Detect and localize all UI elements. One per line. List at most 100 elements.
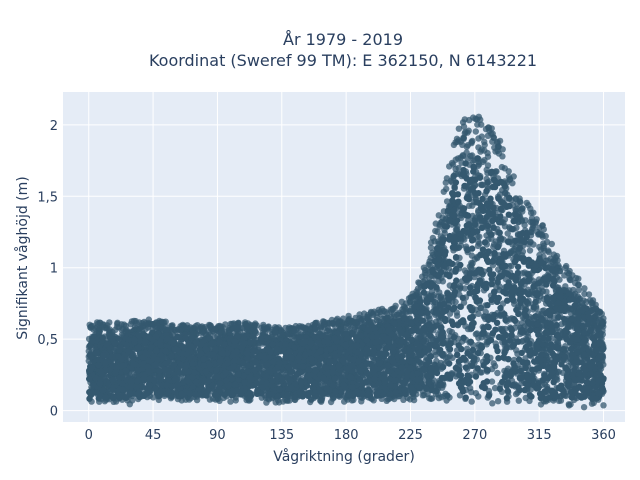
scatter-point [126,401,133,408]
scatter-point [470,168,477,175]
scatter-point [567,276,574,284]
scatter-point [485,124,493,131]
scatter-point [588,400,596,407]
scatter-point [469,260,476,267]
scatter-point [453,135,461,142]
scatter-point [589,297,597,304]
scatter-point [504,230,511,237]
scatter-point [548,240,555,248]
scatter-point [519,205,526,212]
scatter-point [227,398,234,405]
scatter-point [443,397,450,404]
scatter-points [85,113,607,411]
scatter-point [489,130,496,137]
scatter-point [494,398,502,405]
scatter-point [434,228,441,235]
scatter-point [462,128,469,136]
scatter-point [473,330,481,337]
scatter-point [419,273,426,280]
scatter-point [481,147,488,154]
scatter-point [573,274,580,282]
scatter-point [600,319,607,326]
scatter-point [490,288,498,296]
scatter-point [330,321,338,329]
scatter-point [511,210,519,218]
scatter-point [540,240,547,247]
scatter-point [455,164,462,172]
scatter-point [440,188,447,195]
scatter-point [526,247,534,254]
scatter-point [427,244,435,251]
scatter-point [407,308,414,315]
scatter-point [258,324,265,332]
scatter-point [407,294,414,301]
scatter-point [452,298,459,306]
scatter-point [216,322,224,330]
scatter-point [489,400,496,407]
scatter-point [90,326,97,333]
scatter-point [562,264,569,271]
scatter-point [581,285,588,292]
scatter-point [449,354,456,361]
scatter-point [373,317,380,324]
scatter-point [426,395,433,402]
scatter-point [99,321,107,328]
scatter-point [157,324,164,331]
scatter-point [467,338,474,345]
scatter-point [446,327,453,335]
scatter-point [514,205,521,212]
scatter-point [495,150,503,157]
scatter-point [159,318,166,326]
scatter-point [473,116,481,123]
scatter-point [475,190,482,197]
scatter-point [477,181,485,188]
scatter-point [218,327,225,335]
scatter-point [468,388,475,396]
scatter-point [542,264,549,272]
scatter-point [452,156,459,163]
scatter-point [509,180,516,187]
scatter-point [149,321,157,328]
scatter-point [555,262,562,269]
scatter-point [114,320,121,328]
scatter-point [457,242,465,249]
scatter-point [389,306,396,313]
scatter-point [478,133,485,140]
scatter-point [356,314,363,322]
scatter-point [347,318,355,325]
scatter-point [442,179,449,186]
scatter-point [553,252,561,260]
scatter-point [244,323,251,330]
scatter-point [443,198,451,205]
scatter-point [189,326,196,333]
scatter-point [478,304,485,312]
scatter-point [481,138,488,145]
scatter-point [400,303,408,310]
scatter-point [445,265,452,272]
scatter-point [519,319,526,327]
scatter-point [468,252,476,259]
scatter-point [312,319,319,327]
scatter-point [575,286,582,294]
scatter-point [455,125,463,132]
scatter-point [312,325,319,332]
scatter-point [243,396,250,404]
scatter-point [376,308,384,316]
scatter-point [272,328,279,335]
scatter-point [484,302,491,309]
scatter-point [474,155,481,162]
scatter-point [132,317,139,325]
scatter-point [416,279,423,287]
scatter-point [530,241,537,248]
scatter-point [463,149,470,156]
scatter-point [509,226,516,233]
scatter-point [475,310,482,317]
scatter-point [565,270,573,277]
scatter-point [144,324,152,331]
scatter-point [580,404,588,411]
scatter-point [364,315,372,323]
scatter-point [456,285,463,293]
scatter-point [535,230,543,238]
scatter-point [420,264,428,271]
scatter-point [230,320,237,327]
